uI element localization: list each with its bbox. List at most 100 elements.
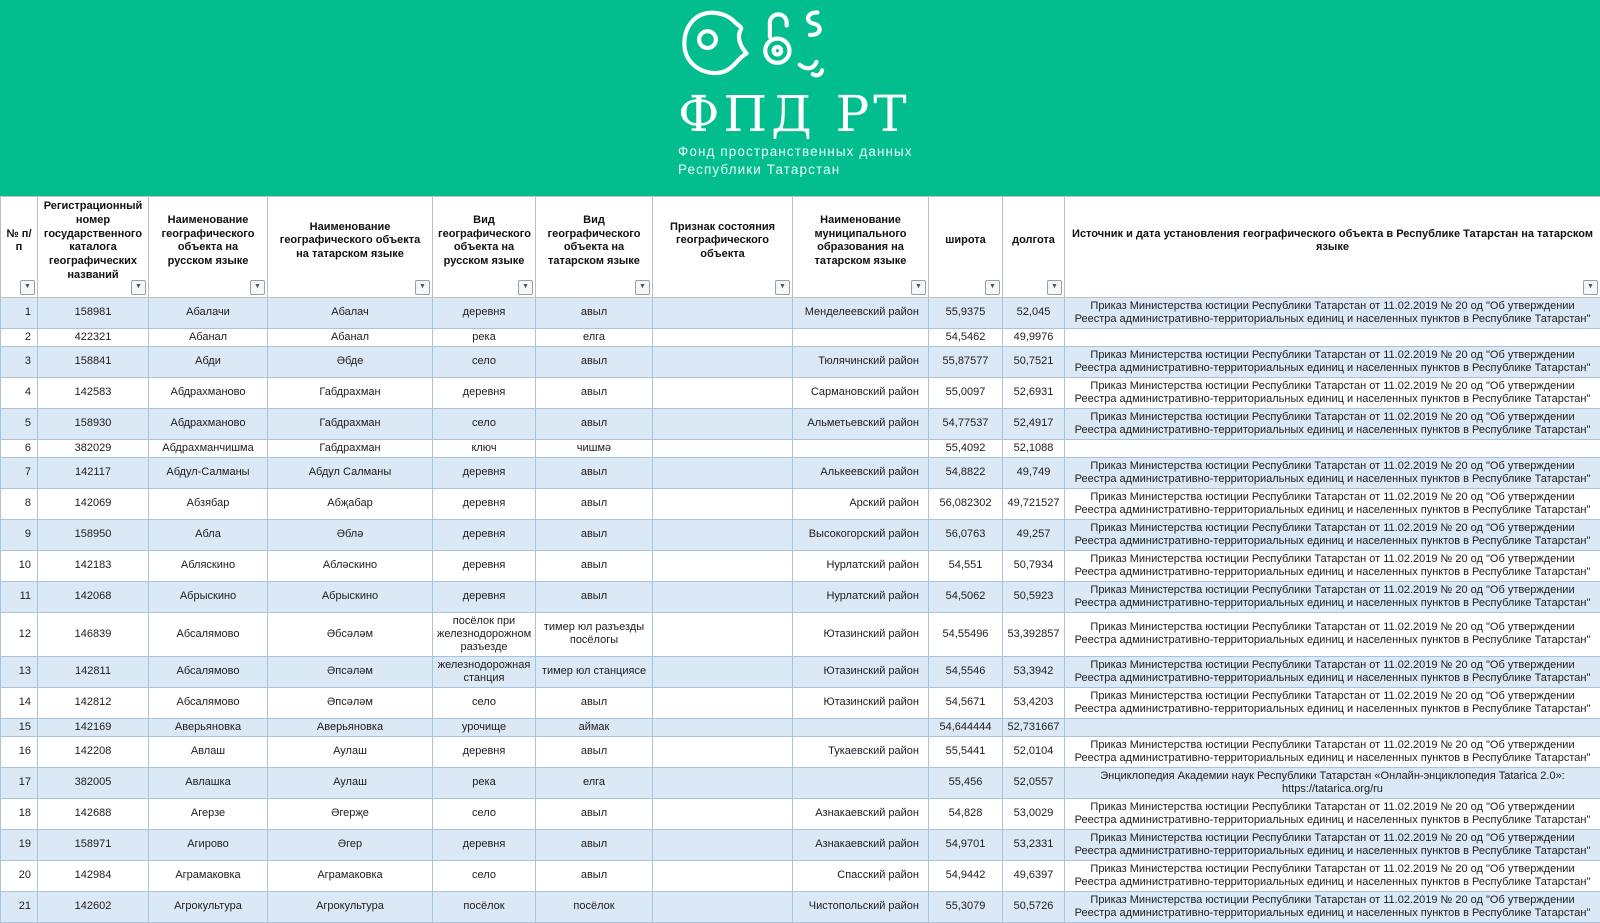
cell-latitude[interactable]: 55,3079 [929, 891, 1003, 922]
cell-num[interactable]: 16 [1, 736, 38, 767]
cell-status[interactable] [653, 656, 793, 687]
cell-name-ru[interactable]: Абсалямово [149, 687, 268, 718]
cell-name-ru[interactable]: Агирово [149, 829, 268, 860]
cell-source[interactable]: Приказ Министерства юстиции Республики Т… [1065, 377, 1600, 408]
cell-longitude[interactable]: 53,3942 [1003, 656, 1065, 687]
cell-reg-number[interactable]: 142069 [38, 488, 149, 519]
cell-status[interactable] [653, 718, 793, 736]
cell-type-tt[interactable]: авыл [536, 297, 653, 328]
cell-source[interactable] [1065, 439, 1600, 457]
cell-latitude[interactable]: 55,9375 [929, 297, 1003, 328]
cell-name-ru[interactable]: Абанал [149, 328, 268, 346]
cell-name-tt[interactable]: Әгерҗе [268, 798, 433, 829]
cell-reg-number[interactable]: 158930 [38, 408, 149, 439]
cell-latitude[interactable]: 54,644444 [929, 718, 1003, 736]
cell-longitude[interactable]: 53,2331 [1003, 829, 1065, 860]
cell-status[interactable] [653, 767, 793, 798]
cell-num[interactable]: 18 [1, 798, 38, 829]
cell-type-tt[interactable]: авыл [536, 488, 653, 519]
cell-municipality[interactable]: Ютазинский район [793, 612, 929, 656]
cell-type-ru[interactable]: деревня [433, 736, 536, 767]
cell-status[interactable] [653, 439, 793, 457]
cell-latitude[interactable]: 55,87577 [929, 346, 1003, 377]
cell-num[interactable]: 12 [1, 612, 38, 656]
cell-reg-number[interactable]: 142811 [38, 656, 149, 687]
cell-name-tt[interactable]: Абҗабар [268, 488, 433, 519]
cell-name-ru[interactable]: Абзябар [149, 488, 268, 519]
cell-reg-number[interactable]: 142169 [38, 718, 149, 736]
cell-type-tt[interactable]: авыл [536, 550, 653, 581]
cell-municipality[interactable]: Азнакаевский район [793, 798, 929, 829]
cell-municipality[interactable]: Менделеевский район [793, 297, 929, 328]
cell-status[interactable] [653, 687, 793, 718]
cell-type-ru[interactable]: деревня [433, 297, 536, 328]
cell-municipality[interactable]: Чистопольский район [793, 891, 929, 922]
cell-latitude[interactable]: 54,9701 [929, 829, 1003, 860]
cell-status[interactable] [653, 581, 793, 612]
cell-type-ru[interactable]: река [433, 767, 536, 798]
cell-source[interactable]: Приказ Министерства юстиции Республики Т… [1065, 550, 1600, 581]
cell-type-ru[interactable]: ключ [433, 439, 536, 457]
filter-dropdown-icon[interactable]: ▼ [131, 280, 146, 295]
cell-name-tt[interactable]: Габдрахман [268, 439, 433, 457]
cell-longitude[interactable]: 52,0104 [1003, 736, 1065, 767]
cell-name-ru[interactable]: Абрыскино [149, 581, 268, 612]
cell-reg-number[interactable]: 158981 [38, 297, 149, 328]
cell-name-tt[interactable]: Аверьяновка [268, 718, 433, 736]
cell-municipality[interactable]: Арский район [793, 488, 929, 519]
cell-name-tt[interactable]: Әбсәләм [268, 612, 433, 656]
filter-dropdown-icon[interactable]: ▼ [20, 280, 35, 295]
cell-municipality[interactable]: Тюлячинский район [793, 346, 929, 377]
cell-latitude[interactable]: 54,55496 [929, 612, 1003, 656]
cell-type-tt[interactable]: авыл [536, 457, 653, 488]
cell-latitude[interactable]: 56,082302 [929, 488, 1003, 519]
cell-name-tt[interactable]: Абрыскино [268, 581, 433, 612]
cell-type-tt[interactable]: авыл [536, 581, 653, 612]
cell-status[interactable] [653, 346, 793, 377]
cell-latitude[interactable]: 54,5462 [929, 328, 1003, 346]
cell-name-ru[interactable]: Агерзе [149, 798, 268, 829]
cell-name-ru[interactable]: Абляскино [149, 550, 268, 581]
cell-longitude[interactable]: 52,0557 [1003, 767, 1065, 798]
cell-status[interactable] [653, 408, 793, 439]
cell-longitude[interactable]: 50,5923 [1003, 581, 1065, 612]
cell-name-tt[interactable]: Аграмаковка [268, 860, 433, 891]
cell-type-tt[interactable]: тимер юл станциясе [536, 656, 653, 687]
filter-dropdown-icon[interactable]: ▼ [775, 280, 790, 295]
cell-latitude[interactable]: 54,5671 [929, 687, 1003, 718]
cell-type-ru[interactable]: деревня [433, 829, 536, 860]
cell-status[interactable] [653, 488, 793, 519]
cell-name-ru[interactable]: Абди [149, 346, 268, 377]
cell-name-tt[interactable]: Әпсәләм [268, 687, 433, 718]
cell-num[interactable]: 9 [1, 519, 38, 550]
cell-municipality[interactable]: Спасский район [793, 860, 929, 891]
cell-name-ru[interactable]: Абсалямово [149, 612, 268, 656]
cell-source[interactable] [1065, 718, 1600, 736]
cell-status[interactable] [653, 829, 793, 860]
cell-name-ru[interactable]: Авлаш [149, 736, 268, 767]
cell-reg-number[interactable]: 142602 [38, 891, 149, 922]
cell-source[interactable]: Приказ Министерства юстиции Республики Т… [1065, 798, 1600, 829]
cell-name-ru[interactable]: Абсалямово [149, 656, 268, 687]
cell-status[interactable] [653, 519, 793, 550]
cell-num[interactable]: 4 [1, 377, 38, 408]
cell-num[interactable]: 20 [1, 860, 38, 891]
cell-reg-number[interactable]: 382005 [38, 767, 149, 798]
cell-municipality[interactable]: Ютазинский район [793, 687, 929, 718]
cell-municipality[interactable] [793, 328, 929, 346]
cell-name-tt[interactable]: Аулаш [268, 767, 433, 798]
cell-longitude[interactable]: 49,9976 [1003, 328, 1065, 346]
cell-num[interactable]: 6 [1, 439, 38, 457]
cell-type-tt[interactable]: авыл [536, 519, 653, 550]
cell-status[interactable] [653, 550, 793, 581]
cell-source[interactable]: Приказ Министерства юстиции Республики Т… [1065, 891, 1600, 922]
cell-name-tt[interactable]: Әбде [268, 346, 433, 377]
filter-dropdown-icon[interactable]: ▼ [1583, 280, 1598, 295]
cell-type-tt[interactable]: тимер юл разъезды посёлогы [536, 612, 653, 656]
cell-latitude[interactable]: 55,456 [929, 767, 1003, 798]
filter-dropdown-icon[interactable]: ▼ [518, 280, 533, 295]
cell-municipality[interactable]: Тукаевский район [793, 736, 929, 767]
cell-num[interactable]: 3 [1, 346, 38, 377]
cell-municipality[interactable]: Ютазинский район [793, 656, 929, 687]
cell-status[interactable] [653, 328, 793, 346]
